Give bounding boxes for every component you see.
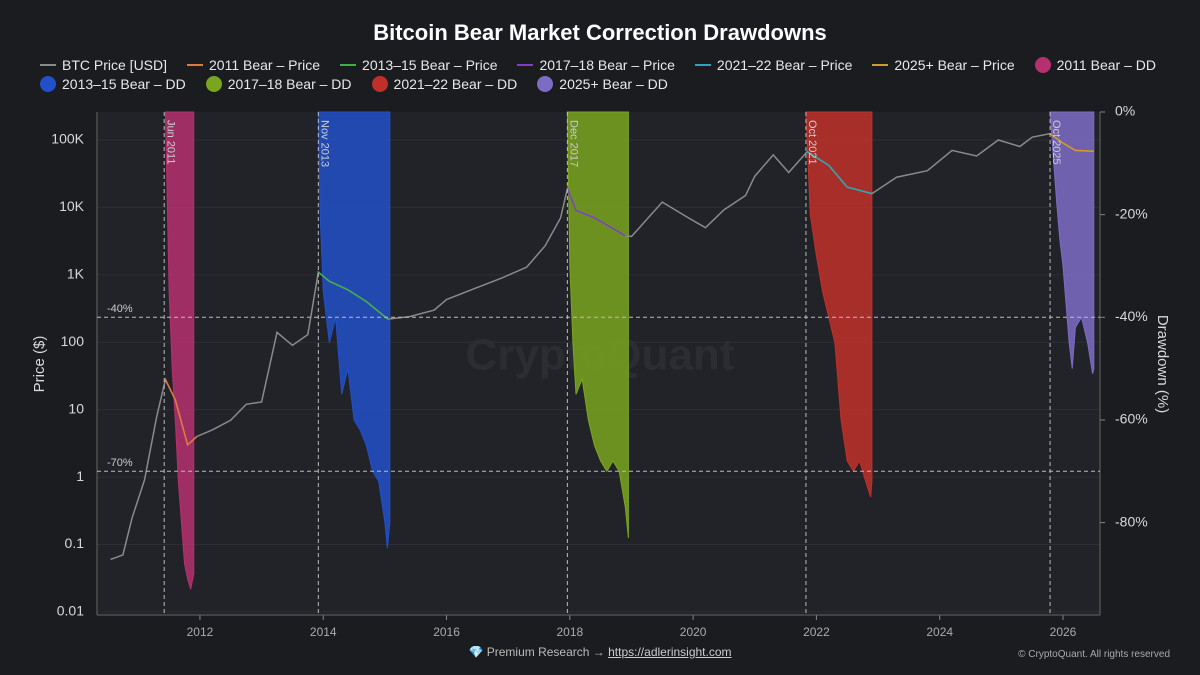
legend-item: 2017–18 Bear – DD	[205, 76, 352, 92]
legend-swatch	[517, 64, 534, 66]
legend-item: 2013–15 Bear – Price	[340, 57, 497, 73]
y2-tick-label: -40%	[1115, 308, 1148, 324]
x-tick-label: 2026	[1050, 625, 1077, 639]
x-tick-label: 2022	[803, 625, 830, 639]
legend-label: BTC Price [USD]	[62, 57, 168, 73]
legend-label: 2021–22 Bear – Price	[716, 57, 853, 73]
x-tick-label: 2016	[433, 625, 460, 639]
copyright: © CryptoQuant. All rights reserved	[1018, 649, 1170, 660]
price-line	[806, 151, 873, 195]
x-tick-label: 2020	[680, 625, 707, 639]
legend: BTC Price [USD] 2011 Bear – Price 2013–15 …	[40, 57, 1170, 92]
legend-item: BTC Price [USD]	[40, 57, 167, 73]
legend-label: 2021–22 Bear – DD	[393, 76, 518, 92]
price-line	[1049, 133, 1094, 153]
drawdown-area	[317, 111, 391, 549]
y-axis-label: Price ($)	[31, 336, 48, 393]
y2-axis-label: Drawdown (%)	[1154, 315, 1171, 413]
y-tick-label: 100	[61, 333, 85, 349]
legend-item: 2011 Bear – DD	[1034, 57, 1156, 73]
legend-item: 2013–15 Bear – DD	[40, 76, 186, 92]
y-tick-label: 0.1	[65, 535, 85, 551]
legend-swatch	[205, 76, 222, 92]
footer-prefix: 💎 Premium Research →	[468, 645, 605, 659]
threshold-label: -40%	[107, 303, 133, 315]
x-tick-label: 2018	[556, 625, 583, 639]
legend-swatch	[40, 64, 56, 66]
legend-label: 2011 Bear – DD	[1056, 57, 1156, 73]
y-tick-label: 1K	[67, 266, 85, 282]
y-tick-label: 0.01	[57, 603, 84, 619]
y-tick-label: 10K	[59, 198, 85, 214]
y2-tick-label: -60%	[1115, 411, 1148, 427]
event-label: Oct 2025	[1050, 120, 1062, 165]
legend-swatch	[1034, 57, 1051, 73]
drawdown-area	[1049, 111, 1095, 374]
x-tick-label: 2024	[926, 625, 953, 639]
x-tick-label: 2014	[310, 625, 337, 639]
y-tick-label: 10	[68, 400, 84, 416]
legend-item: 2025+ Bear – Price	[872, 57, 1015, 73]
legend-label: 2017–18 Bear – DD	[227, 76, 352, 92]
y-tick-label: 1	[76, 468, 84, 484]
y2-tick-label: -80%	[1115, 513, 1148, 529]
price-line	[317, 271, 389, 320]
legend-swatch	[340, 64, 357, 66]
y2-tick-label: -20%	[1115, 205, 1148, 221]
legend-label: 2025+ Bear – Price	[894, 57, 1015, 73]
event-label: Jun 2011	[164, 120, 176, 164]
legend-item: 2021–22 Bear – DD	[371, 76, 518, 92]
footer-center: 💎 Premium Research → https://adlerinsigh…	[0, 645, 1200, 659]
legend-label: 2011 Bear – Price	[209, 57, 321, 73]
drawdown-area	[566, 111, 629, 539]
legend-label: 2025+ Bear – DD	[559, 76, 668, 92]
x-tick-label: 2012	[187, 625, 214, 639]
legend-item: 2021–22 Bear – Price	[694, 57, 853, 73]
legend-label: 2017–18 Bear – Price	[539, 57, 675, 73]
y2-tick-label: 0%	[1115, 103, 1135, 119]
chart: Bitcoin Bear Market Correction Drawdowns…	[31, 20, 1171, 639]
legend-swatch	[694, 64, 711, 66]
legend-item: 2017–18 Bear – Price	[517, 57, 675, 73]
event-label: Dec 2017	[567, 120, 579, 167]
legend-swatch	[537, 76, 554, 92]
drawdown-area	[805, 111, 873, 498]
chart-title: Bitcoin Bear Market Correction Drawdowns	[373, 20, 827, 45]
event-label: Nov 2013	[318, 120, 330, 167]
legend-label: 2013–15 Bear – Price	[362, 57, 498, 73]
price-line	[566, 188, 626, 237]
legend-swatch	[187, 64, 204, 66]
footer-link[interactable]: https://adlerinsight.com	[608, 645, 732, 659]
legend-swatch	[371, 76, 388, 92]
drawdown-area	[164, 111, 195, 590]
legend-item: 2025+ Bear – DD	[537, 76, 668, 92]
legend-item: 2011 Bear – Price	[187, 57, 320, 73]
price-line	[110, 132, 1094, 561]
y-tick-label: 100K	[51, 131, 84, 147]
event-label: Oct 2021	[806, 120, 818, 165]
legend-swatch	[40, 76, 56, 92]
legend-swatch	[872, 64, 889, 66]
threshold-label: -70%	[107, 457, 133, 469]
price-line	[164, 379, 198, 447]
legend-label: 2013–15 Bear – DD	[62, 76, 186, 92]
